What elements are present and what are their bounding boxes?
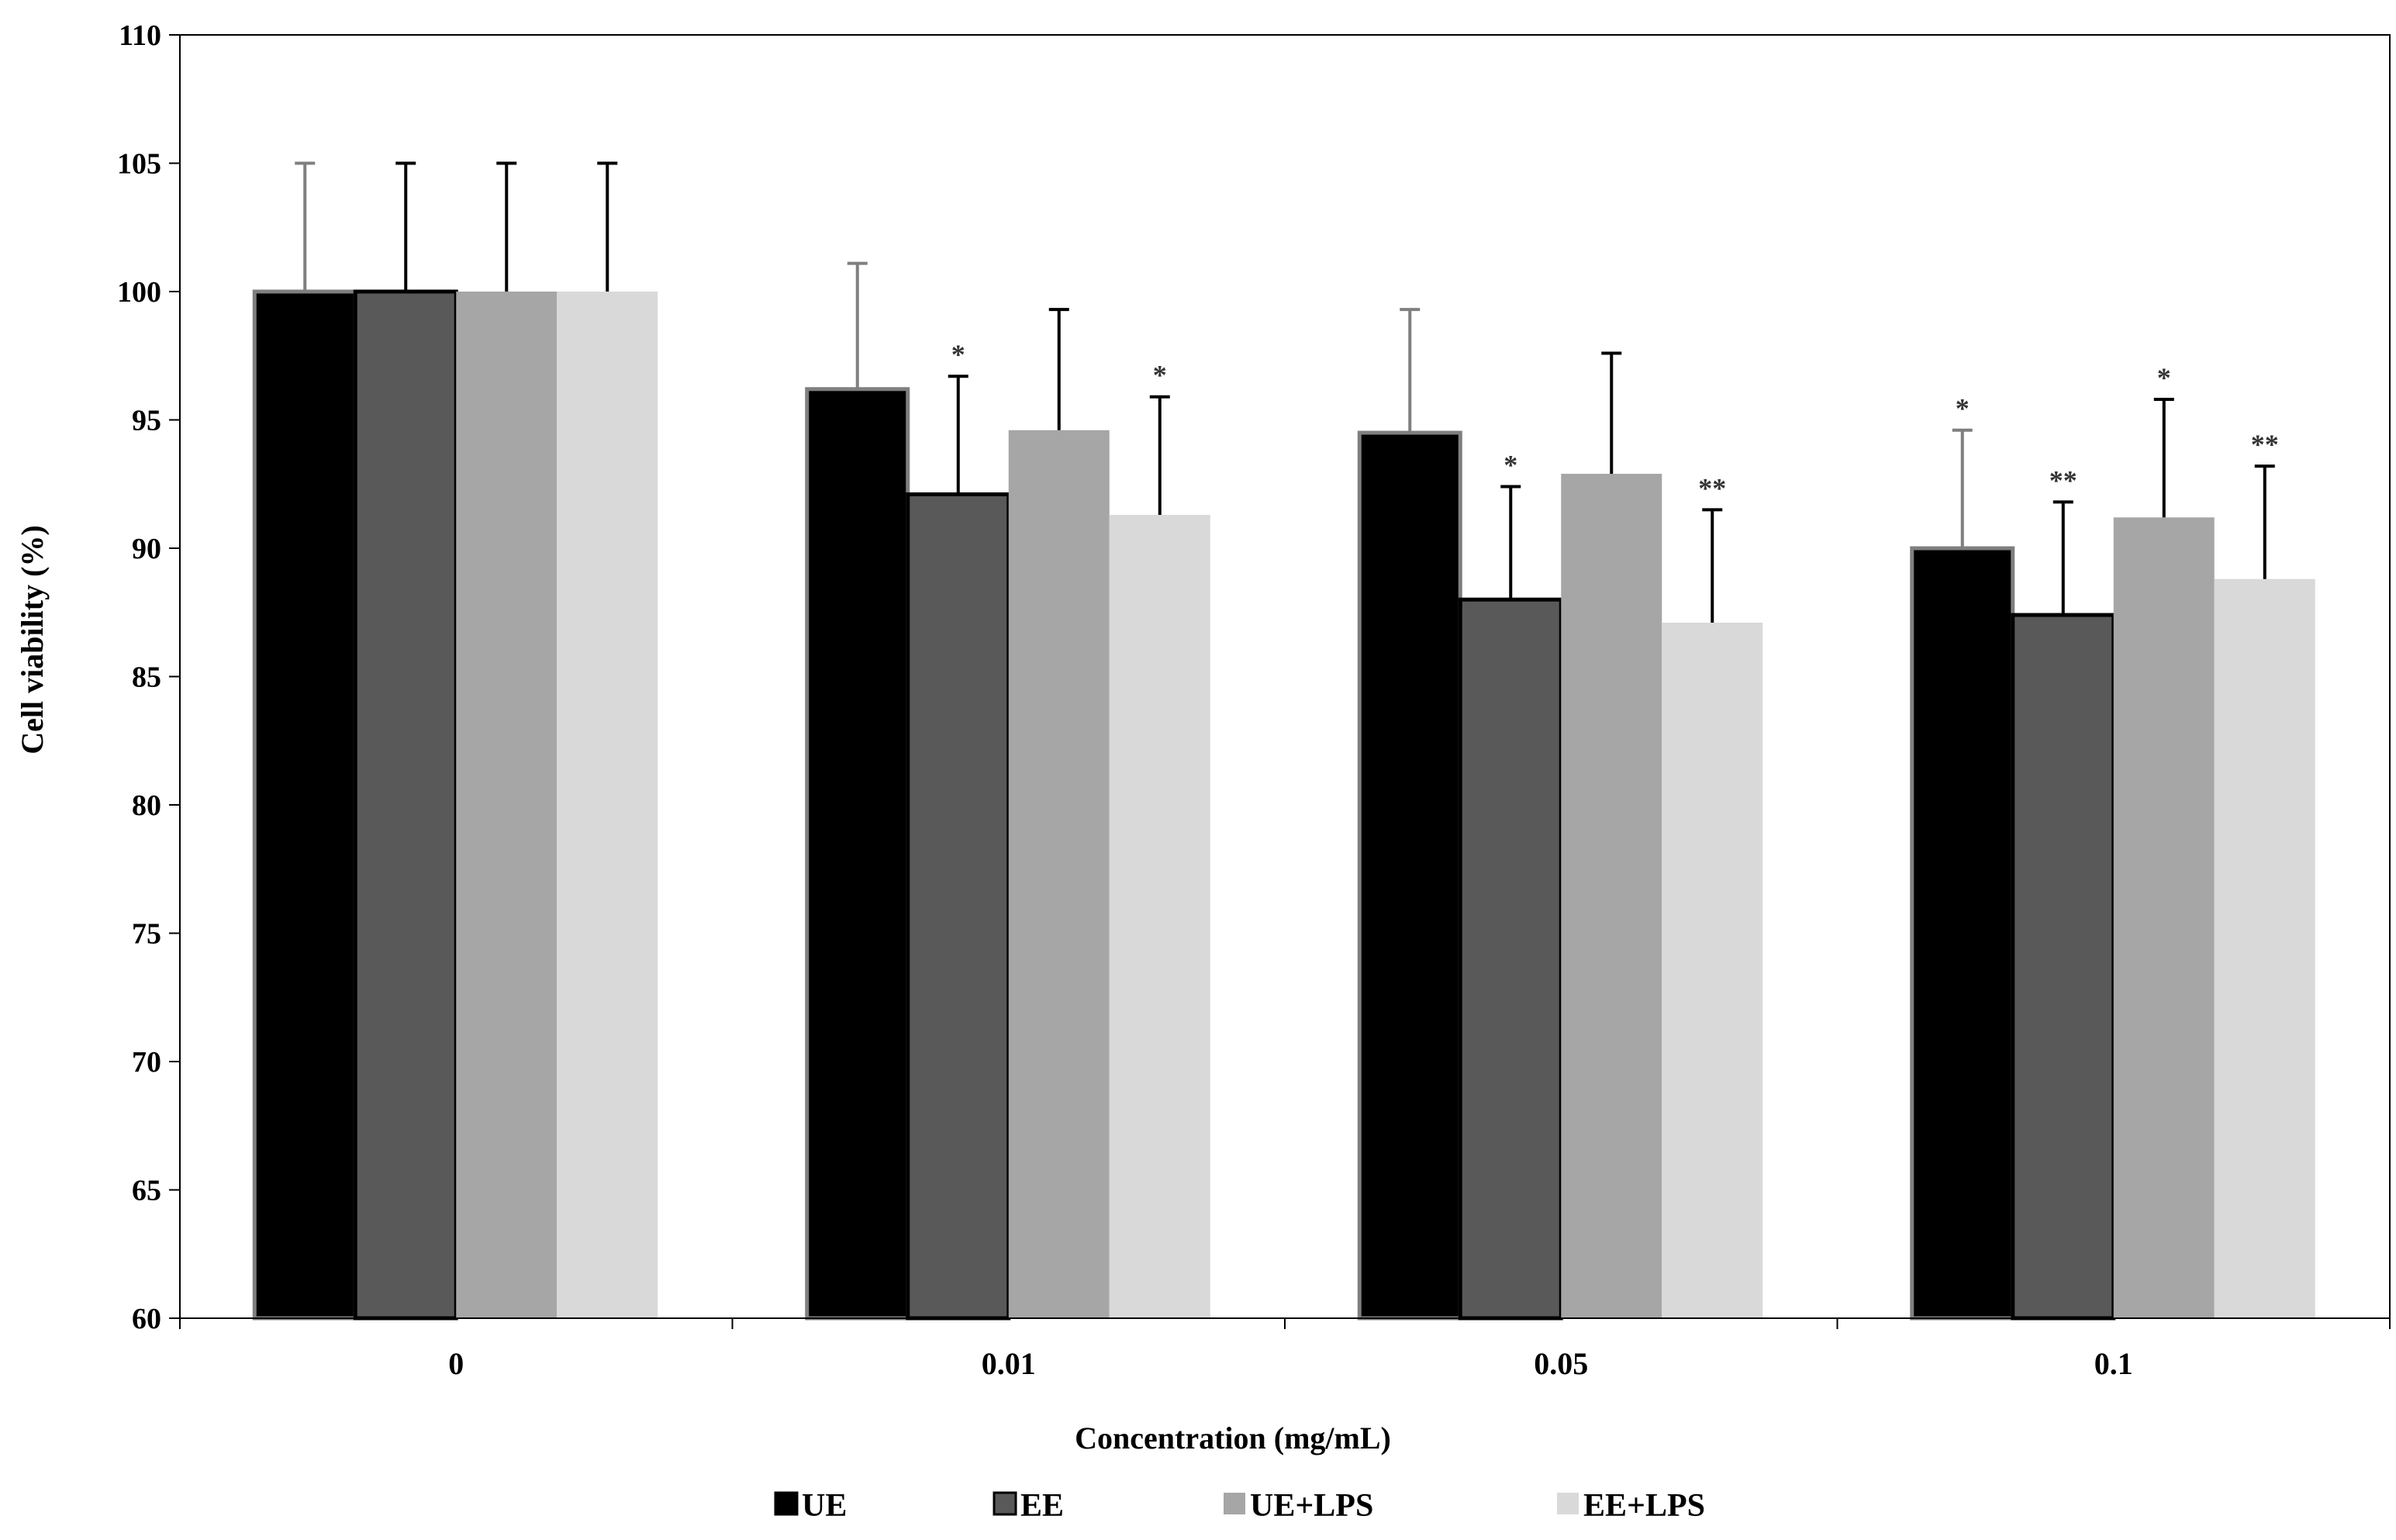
y-tick-label: 95 (132, 405, 161, 437)
x-axis-ticks: 0 0.01 0.05 0.1 (179, 1318, 2391, 1381)
axes (179, 34, 2391, 1319)
bar (557, 292, 658, 1318)
bar (353, 289, 458, 1321)
legend-label: UE (802, 1488, 847, 1524)
bar (1561, 474, 1662, 1318)
y-tick-label: 60 (132, 1303, 161, 1335)
y-tick-label: 75 (132, 918, 161, 951)
x-axis-title: Concentration (mg/mL) (1075, 1421, 1391, 1455)
significance-label: ** (2049, 464, 2077, 495)
legend-label: EE (1020, 1488, 1064, 1524)
y-tick-label: 110 (119, 19, 161, 52)
y-tick-label: 105 (117, 148, 161, 181)
x-tick-label: 0 (448, 1346, 464, 1381)
legend-swatch (1224, 1493, 1245, 1514)
significance-label: * (951, 339, 965, 370)
bar (1008, 430, 1110, 1318)
bar (906, 492, 1011, 1321)
legend-swatch (1557, 1493, 1579, 1514)
y-tick-label: 100 (117, 276, 161, 309)
legend: UE EE UE+LPS EE+LPS (774, 1488, 1705, 1524)
legend-label: EE+LPS (1583, 1488, 1705, 1524)
y-tick-label: 70 (132, 1046, 161, 1079)
bar (1662, 622, 1763, 1318)
bar (252, 289, 357, 1321)
significance-markers: *** ******** (951, 339, 2279, 503)
x-tick-label: 0.05 (1534, 1346, 1588, 1381)
legend-swatch (774, 1491, 799, 1516)
legend-swatch (993, 1491, 1017, 1516)
bar (1109, 514, 1210, 1318)
bars (252, 289, 2315, 1321)
y-tick-label: 80 (132, 789, 161, 822)
legend-label: UE+LPS (1250, 1488, 1373, 1524)
bar (1357, 430, 1462, 1321)
significance-label: * (1504, 450, 1517, 481)
bar (2113, 517, 2215, 1318)
bar (805, 387, 910, 1321)
bar (2011, 613, 2116, 1321)
bar (456, 292, 558, 1318)
significance-label: * (1956, 393, 1970, 424)
bar (1458, 597, 1563, 1321)
y-tick-label: 85 (132, 661, 161, 694)
y-axis-title: Cell viability (%) (15, 525, 50, 754)
y-tick-label: 90 (132, 533, 161, 565)
x-tick-label: 0.01 (982, 1346, 1036, 1381)
significance-label: ** (1698, 472, 1726, 503)
bar (1910, 546, 2015, 1321)
y-tick-label: 65 (132, 1175, 161, 1207)
significance-label: * (2157, 362, 2171, 393)
significance-label: ** (2251, 429, 2279, 460)
bar (2214, 578, 2315, 1318)
error-bars (295, 161, 2275, 623)
plot-frame (179, 34, 2391, 1319)
significance-label: * (1153, 360, 1167, 391)
x-tick-label: 0.1 (2094, 1346, 2133, 1381)
y-axis-ticks: 60 65 70 75 80 85 90 95 100 105 110 (117, 19, 180, 1335)
